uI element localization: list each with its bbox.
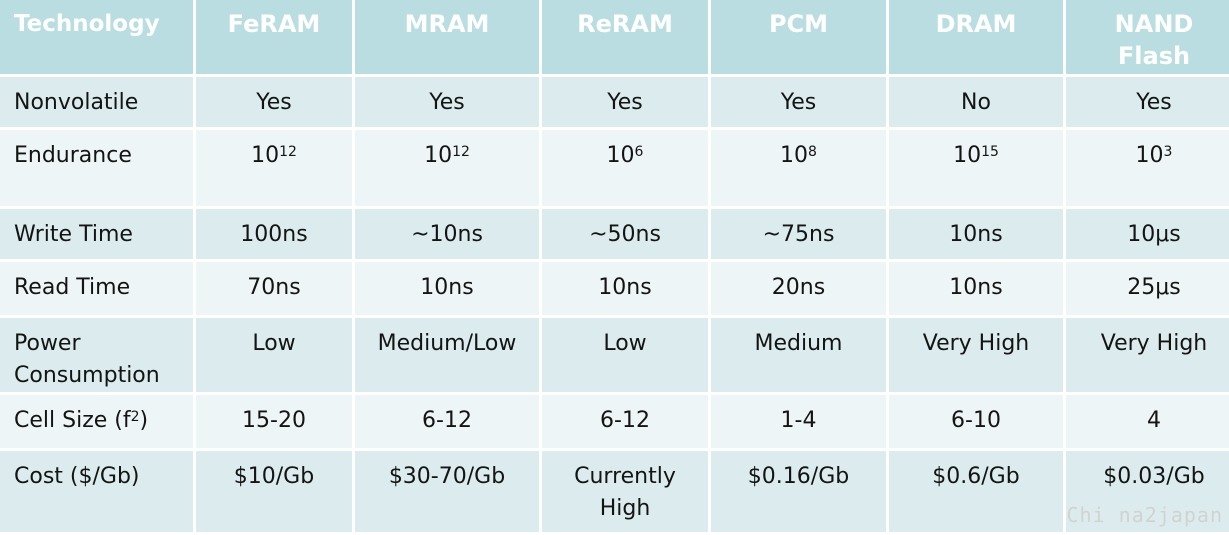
- cost-reram-line2: High: [599, 496, 651, 521]
- cell: 6-12: [542, 395, 708, 448]
- cell: Medium/Low: [355, 318, 539, 392]
- cell: 6-12: [355, 395, 539, 448]
- cell: Yes: [542, 77, 708, 127]
- cell-size-prefix: Cell Size (f: [14, 408, 131, 433]
- row-power-consumption: Power Consumption Low Medium/Low Low Med…: [0, 318, 1229, 392]
- row-nonvolatile: Nonvolatile Yes Yes Yes Yes No Yes: [0, 77, 1229, 127]
- header-mram: MRAM: [355, 0, 539, 74]
- cell: 10ns: [355, 262, 539, 315]
- endurance-exp: 15: [981, 144, 999, 160]
- cell: 108: [711, 130, 886, 206]
- cell: 103: [1066, 130, 1229, 206]
- cell: 106: [542, 130, 708, 206]
- header-nand-line1: NAND: [1114, 10, 1194, 38]
- endurance-base: 10: [424, 143, 453, 168]
- cell-size-suffix: ): [139, 408, 149, 433]
- cell: 1015: [889, 130, 1063, 206]
- cell: Yes: [355, 77, 539, 127]
- label-write-time: Write Time: [0, 209, 193, 259]
- label-power-line2: Consumption: [14, 363, 160, 388]
- endurance-base: 10: [1135, 143, 1164, 168]
- cell: 1012: [196, 130, 352, 206]
- cell: 25μs: [1066, 262, 1229, 315]
- cell: $0.03/Gb: [1066, 451, 1229, 532]
- cell: ~75ns: [711, 209, 886, 259]
- cell: Very High: [889, 318, 1063, 392]
- cell: 100ns: [196, 209, 352, 259]
- endurance-exp: 3: [1163, 144, 1173, 160]
- endurance-base: 10: [251, 143, 280, 168]
- cell: 70ns: [196, 262, 352, 315]
- watermark: Chi na2japan: [1066, 503, 1223, 527]
- label-read-time: Read Time: [0, 262, 193, 315]
- header-dram: DRAM: [889, 0, 1063, 74]
- cell: Yes: [1066, 77, 1229, 127]
- cell: $30-70/Gb: [355, 451, 539, 532]
- cell: Currently High: [542, 451, 708, 532]
- header-nand-flash: NAND Flash: [1066, 0, 1229, 74]
- cell: $0.6/Gb: [889, 451, 1063, 532]
- row-cell-size: Cell Size (f2) 15-20 6-12 6-12 1-4 6-10 …: [0, 395, 1229, 448]
- cell: $0.16/Gb: [711, 451, 886, 532]
- label-cost: Cost ($/Gb): [0, 451, 193, 532]
- cell: 4: [1066, 395, 1229, 448]
- cell-size-sup: 2: [130, 409, 140, 425]
- cell: Low: [542, 318, 708, 392]
- cell: 10ns: [889, 262, 1063, 315]
- label-cell-size: Cell Size (f2): [0, 395, 193, 448]
- cell: 10ns: [542, 262, 708, 315]
- cell: $10/Gb: [196, 451, 352, 532]
- header-nand-line2: Flash: [1117, 42, 1191, 70]
- row-cost: Cost ($/Gb) $10/Gb $30-70/Gb Currently H…: [0, 451, 1229, 532]
- cost-reram-line1: Currently: [574, 464, 676, 489]
- header-reram: ReRAM: [542, 0, 708, 74]
- cell: Low: [196, 318, 352, 392]
- endurance-exp: 12: [452, 144, 470, 160]
- cell: 10ns: [889, 209, 1063, 259]
- endurance-base: 10: [953, 143, 982, 168]
- cell: Yes: [711, 77, 886, 127]
- endurance-exp: 6: [634, 144, 644, 160]
- cell: ~10ns: [355, 209, 539, 259]
- endurance-exp: 8: [808, 144, 817, 160]
- endurance-exp: 12: [279, 144, 297, 160]
- cell: 1012: [355, 130, 539, 206]
- cell: Yes: [196, 77, 352, 127]
- row-write-time: Write Time 100ns ~10ns ~50ns ~75ns 10ns …: [0, 209, 1229, 259]
- label-endurance: Endurance: [0, 130, 193, 206]
- cell: Very High: [1066, 318, 1229, 392]
- label-power-consumption: Power Consumption: [0, 318, 193, 392]
- cell: No: [889, 77, 1063, 127]
- label-nonvolatile: Nonvolatile: [0, 77, 193, 127]
- cell: 1-4: [711, 395, 886, 448]
- endurance-base: 10: [780, 143, 809, 168]
- cell: 6-10: [889, 395, 1063, 448]
- endurance-base: 10: [606, 143, 635, 168]
- header-row: Technology FeRAM MRAM ReRAM PCM DRAM NAN…: [0, 0, 1229, 74]
- row-endurance: Endurance 1012 1012 106 108 1015 103: [0, 130, 1229, 206]
- cell: 20ns: [711, 262, 886, 315]
- cell: 10μs: [1066, 209, 1229, 259]
- cell: ~50ns: [542, 209, 708, 259]
- cell: 15-20: [196, 395, 352, 448]
- header-pcm: PCM: [711, 0, 886, 74]
- header-technology: Technology: [0, 0, 193, 74]
- label-power-line1: Power: [14, 331, 81, 356]
- header-feram: FeRAM: [196, 0, 352, 74]
- cell: Medium: [711, 318, 886, 392]
- row-read-time: Read Time 70ns 10ns 10ns 20ns 10ns 25μs: [0, 262, 1229, 315]
